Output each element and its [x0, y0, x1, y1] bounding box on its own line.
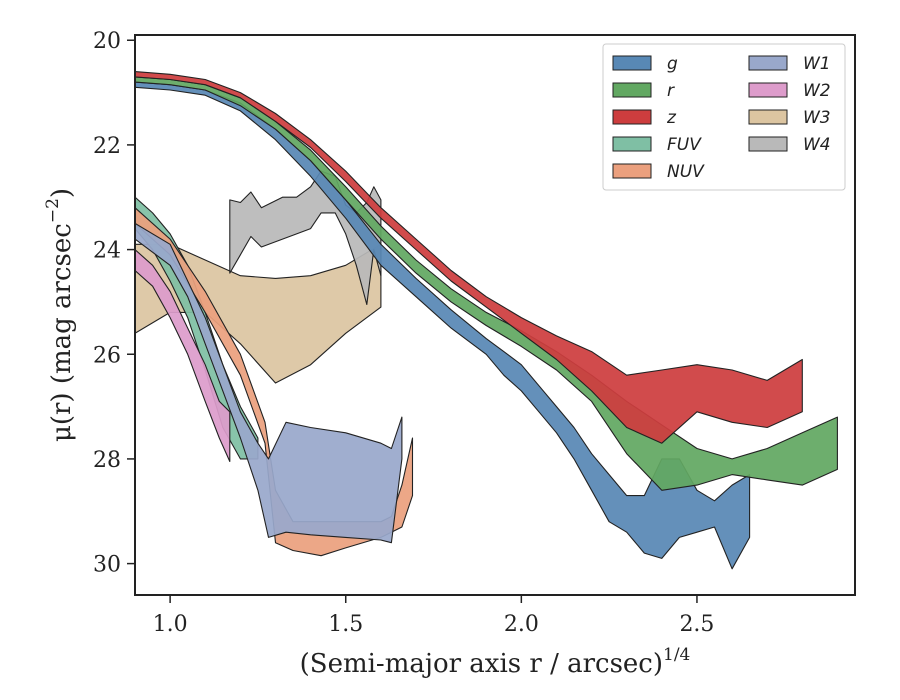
legend-label-r: r [667, 81, 675, 101]
y-tick-label: 22 [93, 134, 121, 159]
y-tick-label: 30 [93, 553, 121, 578]
x-axis: 1.0 1.5 2.0 2.5 [153, 595, 714, 637]
legend-swatch-w2 [748, 82, 788, 98]
y-tick-label: 26 [93, 343, 121, 368]
area-g [135, 81, 751, 570]
legend-label-fuv: FUV [667, 135, 702, 155]
legend-swatch-fuv [612, 136, 652, 152]
area-w2 [135, 249, 231, 463]
legend-label-w3: W3 [803, 108, 831, 128]
legend-swatch-w1 [748, 55, 788, 71]
y-axis-label: μ(r) (mag arcsec−2) [43, 188, 77, 442]
legend-label-w1: W1 [803, 54, 831, 74]
plot-frame [134, 34, 856, 596]
plot-areas [135, 71, 838, 570]
y-tick-label: 28 [93, 448, 121, 473]
legend-box [602, 43, 846, 191]
legend-label-z: z [666, 108, 677, 128]
legend-swatch-r [612, 82, 652, 98]
legend-swatch-w3 [748, 109, 788, 125]
y-axis: 20 22 24 26 28 30 [93, 29, 135, 578]
legend-label-w2: W2 [803, 81, 831, 101]
y-tick-label: 20 [93, 29, 121, 54]
legend-label-w4: W4 [803, 135, 831, 155]
area-z [135, 71, 803, 444]
legend-swatch-z [612, 109, 652, 125]
x-tick-label: 2.5 [679, 612, 714, 637]
x-tick-label: 1.5 [328, 612, 363, 637]
legend: grz FUV NUV W1 W2 W3 W4 [602, 43, 846, 191]
x-axis-label: (Semi-major axis r / arcsec)1/4 [300, 645, 691, 679]
legend-label-g: g [667, 54, 678, 74]
legend-swatch-nuv [612, 163, 652, 179]
area-r [135, 76, 838, 491]
area-w1 [135, 222, 403, 544]
x-tick-label: 1.0 [153, 612, 188, 637]
x-tick-label: 2.0 [504, 612, 539, 637]
legend-swatch-w4 [748, 136, 788, 152]
legend-label-nuv: NUV [667, 162, 705, 182]
area-nuv [135, 207, 414, 557]
y-tick-label: 24 [93, 239, 121, 264]
legend-swatch-g [612, 55, 652, 71]
